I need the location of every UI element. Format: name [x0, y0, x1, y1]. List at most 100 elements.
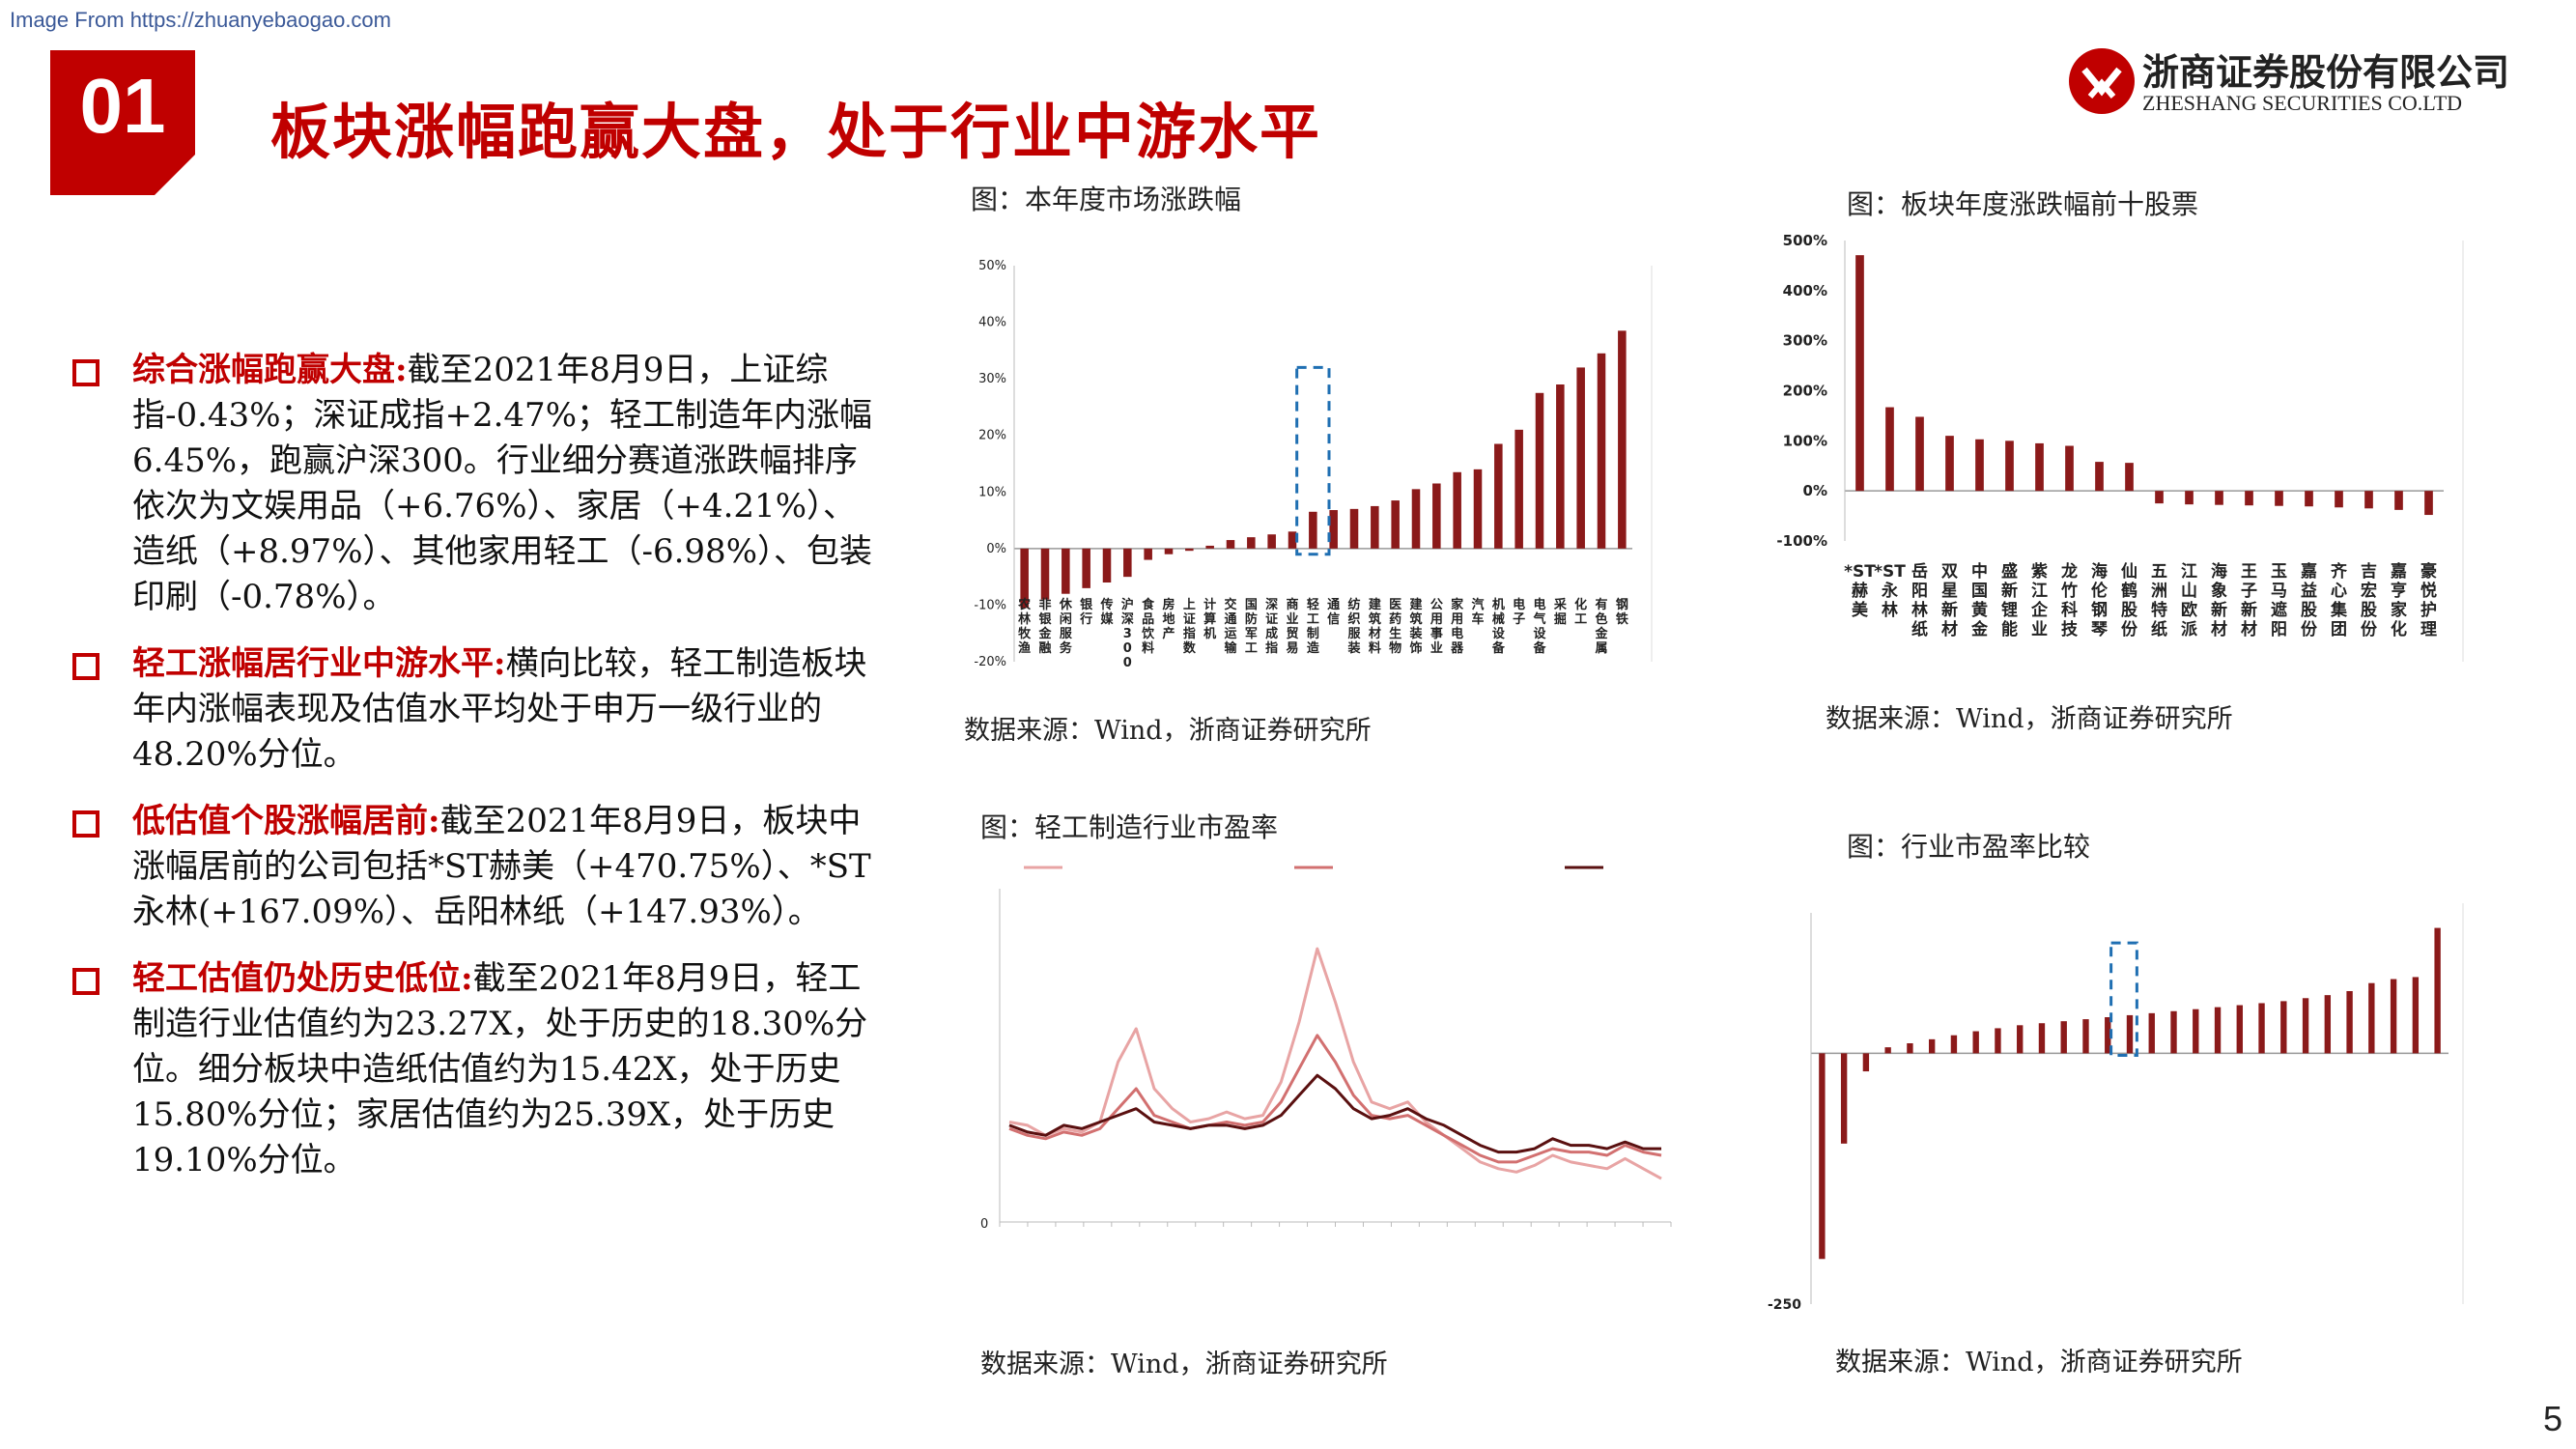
pe-compare-chart-caption: 图：行业市盈率比较: [1847, 831, 2091, 863]
series-line: [1008, 947, 1662, 1180]
bar: [1267, 534, 1276, 549]
bullet-square-icon: [72, 653, 99, 680]
page-title: 板块涨幅跑赢大盘，处于行业中游水平: [270, 97, 1322, 167]
bar: [1391, 500, 1400, 549]
bar: [1972, 1031, 1979, 1054]
x-tick-label: 采掘: [1553, 597, 1568, 627]
x-tick-label: 上证指数: [1183, 598, 1197, 656]
bar: [2275, 491, 2283, 506]
bullet-item: 低估值个股涨幅居前:截至2021年8月9日，板块中涨幅居前的公司包括*ST赫美（…: [72, 799, 884, 935]
bar: [2305, 491, 2313, 507]
bar: [1453, 471, 1461, 549]
bar: [1247, 537, 1256, 549]
x-tick-label: 江山欧派: [2181, 562, 2198, 639]
bar: [1597, 353, 1606, 549]
x-tick-label: 休闲服务: [1059, 597, 1073, 656]
market-chart-source: 数据来源：Wind，浙商证券研究所: [964, 716, 1372, 746]
bar: [1062, 548, 1070, 594]
bar: [2434, 927, 2441, 1054]
bar: [1840, 1053, 1848, 1144]
x-tick-label: 商业贸易: [1286, 597, 1298, 656]
x-tick-label: 中国黄金: [1970, 561, 1989, 639]
bar: [1556, 384, 1565, 549]
bar: [2005, 440, 2014, 492]
x-tick-label: 食品饮料: [1141, 597, 1155, 656]
y-tick-label: 0%: [986, 542, 1006, 556]
bar: [2324, 995, 2332, 1054]
bullet-square-icon: [72, 359, 99, 386]
bar: [2095, 462, 2104, 492]
logo-company-name: 浙商证券股份有限公司: [2142, 51, 2510, 94]
bullet-text: 截至2021年8月9日，轻工制造行业估值约为23.27X，处于历史的18.30%…: [132, 959, 868, 1179]
bar: [1020, 548, 1029, 609]
y-tick-label: 400%: [1783, 282, 1827, 299]
bar: [2346, 991, 2353, 1054]
section-number: 01: [79, 63, 166, 149]
bar: [2364, 491, 2373, 509]
bar: [1884, 1047, 1891, 1054]
bar: [1288, 531, 1297, 549]
bar: [2335, 491, 2343, 508]
bar: [1102, 548, 1112, 582]
y-tick-label: 30%: [978, 372, 1006, 386]
bar: [1945, 436, 1954, 492]
y-tick-label: 200%: [1783, 383, 1827, 400]
logo-company-name-en: ZHESHANG SECURITIES CO.LTD: [2142, 91, 2463, 115]
x-tick-label: 家用电器: [1450, 597, 1464, 656]
bar: [1514, 429, 1523, 549]
x-tick-label: 玉马遮阳: [2271, 562, 2287, 639]
x-tick-label: 汽车: [1471, 597, 1484, 627]
bullet-text: 截至2021年8月9日，上证综指-0.43%；深证成指+2.47%；轻工制造年内…: [132, 351, 872, 616]
x-tick-label: 海伦钢琴: [2091, 561, 2109, 639]
bar: [2017, 1025, 2024, 1054]
bar: [1819, 1053, 1826, 1260]
bar: [1995, 1028, 2001, 1054]
top10-chart-source: 数据来源：Wind，浙商证券研究所: [1826, 704, 2233, 734]
bullet-text: 截至2021年8月9日，板块中涨幅居前的公司包括*ST赫美（+470.75%）、…: [132, 802, 871, 931]
y-tick-label: 100%: [1783, 432, 1827, 449]
x-tick-label: 沪深 3 0 0: [1121, 597, 1134, 670]
bar: [1371, 505, 1379, 549]
bullet-title: 低估值个股涨幅居前:: [132, 802, 440, 840]
bar: [1618, 330, 1627, 549]
bar: [1329, 510, 1338, 549]
x-tick-label: 海象新材: [2211, 561, 2227, 639]
bar: [1309, 511, 1317, 549]
y-tick-label: 500%: [1783, 232, 1827, 249]
bar: [2065, 445, 2074, 492]
bar: [1123, 548, 1132, 578]
page-number: 5: [2542, 1399, 2562, 1438]
section-number-badge: [50, 50, 195, 195]
bar: [2368, 982, 2375, 1054]
x-tick-label: 建筑材料: [1369, 597, 1381, 656]
x-tick-label: 仙鹤股份: [2121, 561, 2138, 639]
y-tick-label: -100%: [1776, 532, 1827, 550]
bar: [1164, 548, 1174, 554]
bar: [1226, 540, 1235, 549]
bar: [1907, 1043, 1913, 1054]
x-tick-label: 吉宏股份: [2361, 562, 2378, 639]
pe-chart-caption: 图：轻工制造行业市盈率: [980, 811, 1279, 843]
y-tick-label: 0: [980, 1217, 988, 1232]
x-tick-label: 王子新材: [2241, 562, 2257, 639]
bar: [2125, 463, 2134, 492]
bar: [1082, 548, 1090, 588]
y-tick-label: 20%: [978, 429, 1006, 443]
x-tick-label: 深证成指: [1265, 597, 1278, 656]
bullet-text: 横向比较，轻工制造板块年内涨幅表现及估值水平均处于申万一级行业的48.20%分位…: [132, 644, 867, 774]
top10-chart-caption: 图：板块年度涨跌幅前十股票: [1847, 188, 2199, 220]
bullet-list: 综合涨幅跑赢大盘:截至2021年8月9日，上证综指-0.43%；深证成指+2.4…: [72, 348, 884, 1205]
bar: [1040, 548, 1050, 600]
x-tick-label: 盛新锂能: [2001, 561, 2018, 639]
x-tick-label: 医药生物: [1389, 598, 1401, 656]
watermark: Image From https://zhuanyebaogao.com: [10, 8, 391, 32]
bar: [2236, 1005, 2243, 1054]
bar: [1915, 416, 1924, 492]
bar: [1950, 1035, 1958, 1054]
bar: [1494, 443, 1503, 549]
y-tick-label: -250: [1768, 1297, 1801, 1313]
x-tick-label: 化工: [1574, 597, 1587, 627]
y-tick-label: 0%: [1803, 482, 1827, 499]
x-tick-label: 双星新材: [1941, 562, 1958, 639]
x-tick-label: 电气设备: [1532, 597, 1546, 656]
